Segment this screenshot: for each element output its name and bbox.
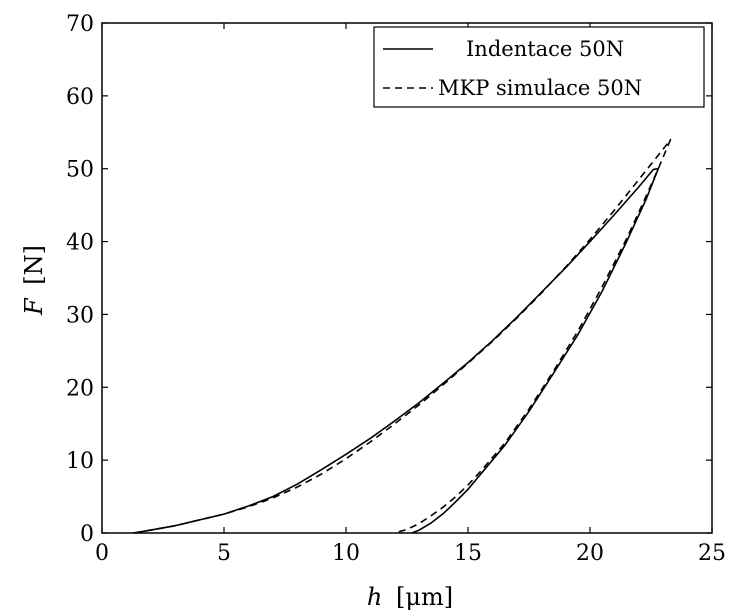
legend-label-mkp: MKP simulace 50N	[438, 76, 642, 100]
legend: Indentace 50N MKP simulace 50N	[373, 26, 705, 108]
series-line-indentace	[133, 167, 660, 534]
series-line-mkp-simulace	[133, 138, 672, 534]
y-axis-label: F [N]	[20, 245, 48, 316]
x-tick-label: 25	[698, 541, 726, 566]
legend-label-indentace: Indentace 50N	[466, 37, 624, 61]
x-axis-label: h [μm]	[367, 583, 453, 611]
y-tick-label: 20	[66, 376, 94, 401]
plot-frame	[101, 22, 713, 534]
legend-box	[373, 26, 705, 108]
x-tick-label: 0	[95, 541, 109, 566]
x-tick-label: 10	[332, 541, 360, 566]
y-tick-label: 30	[66, 303, 94, 328]
y-tick-label: 0	[80, 522, 94, 547]
y-tick-label: 70	[66, 12, 94, 37]
tick-labels: 0 5 10 15 20 25 0 10 20 30 40 50 60 70	[66, 12, 726, 566]
plot-lines	[133, 138, 672, 534]
x-tick-label: 20	[576, 541, 604, 566]
x-tick-label: 15	[454, 541, 482, 566]
y-tick-label: 10	[66, 449, 94, 474]
y-tick-label: 60	[66, 85, 94, 110]
y-tick-label: 40	[66, 231, 94, 256]
x-tick-label: 5	[217, 541, 231, 566]
y-tick-label: 50	[66, 158, 94, 183]
